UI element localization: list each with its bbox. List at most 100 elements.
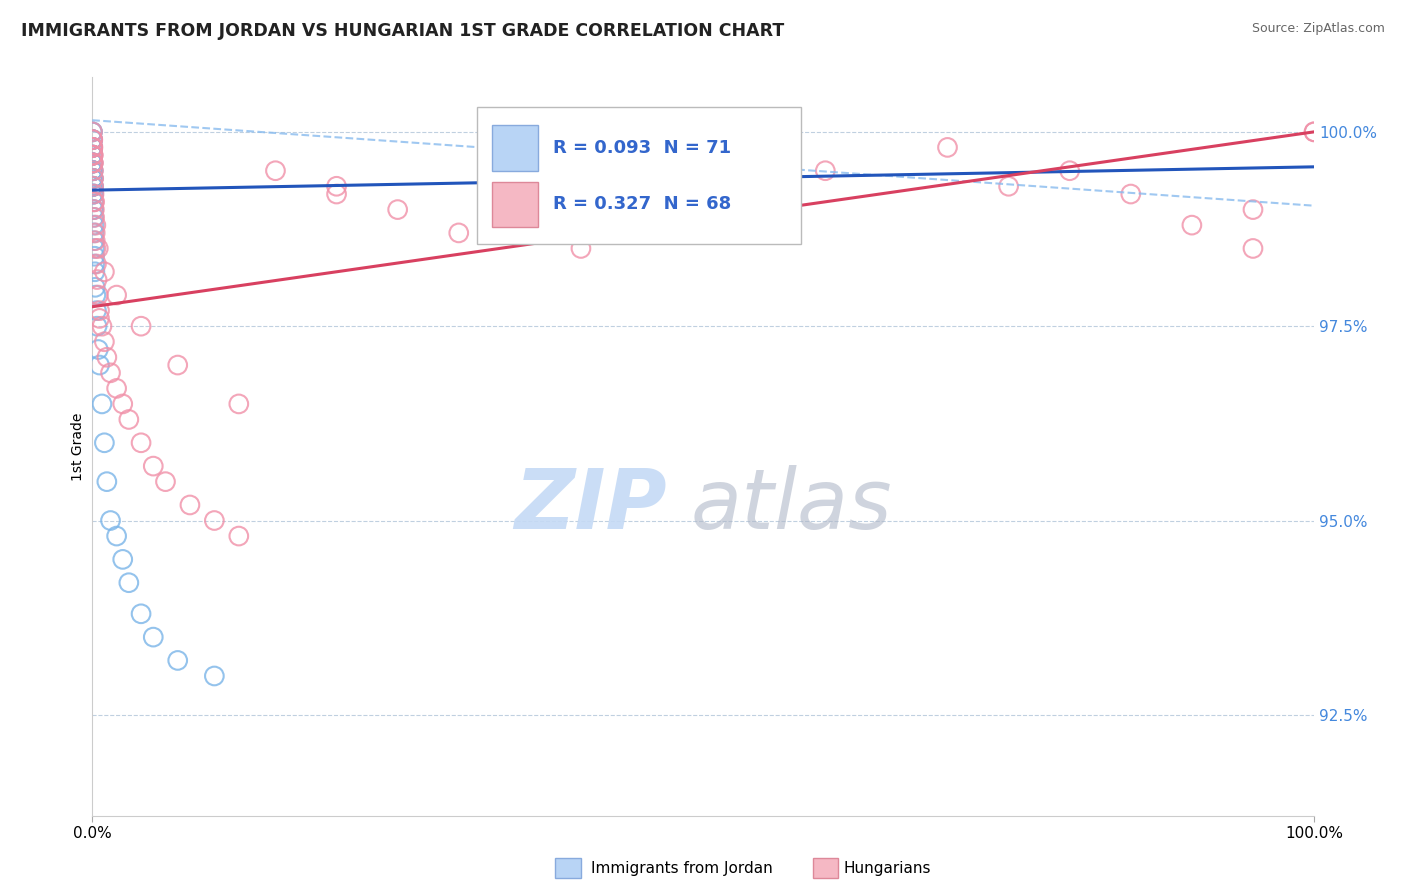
Point [1303, 125, 1326, 139]
Text: R = 0.093  N = 71: R = 0.093 N = 71 [553, 138, 731, 157]
Point [202, 669, 225, 683]
Point [228, 397, 250, 411]
Point [82, 187, 104, 202]
Text: IMMIGRANTS FROM JORDAN VS HUNGARIAN 1ST GRADE CORRELATION CHART: IMMIGRANTS FROM JORDAN VS HUNGARIAN 1ST … [21, 22, 785, 40]
Point [82, 133, 104, 147]
Point [82, 148, 104, 162]
Point [82, 163, 104, 178]
Point [129, 607, 152, 621]
Point [82, 140, 104, 154]
Point [83, 202, 105, 217]
Point [142, 630, 165, 644]
Text: Source: ZipAtlas.com: Source: ZipAtlas.com [1251, 22, 1385, 36]
Point [89, 358, 111, 372]
Point [83, 187, 105, 202]
FancyBboxPatch shape [492, 126, 538, 171]
Point [82, 171, 104, 186]
Point [142, 459, 165, 474]
Point [83, 194, 105, 209]
Point [1241, 242, 1264, 256]
Point [82, 187, 104, 202]
Point [82, 125, 104, 139]
Point [82, 179, 104, 194]
Point [936, 140, 959, 154]
Point [84, 218, 107, 232]
Text: ZIP: ZIP [513, 466, 666, 546]
Point [118, 575, 141, 590]
Point [83, 171, 105, 186]
Point [100, 514, 122, 528]
Point [82, 156, 104, 170]
Point [82, 179, 104, 194]
Point [264, 163, 287, 178]
Point [84, 234, 107, 248]
Point [87, 288, 110, 302]
Point [82, 179, 104, 194]
Text: atlas: atlas [690, 466, 893, 546]
Point [82, 179, 104, 194]
Point [83, 194, 105, 209]
Point [82, 163, 104, 178]
Point [82, 148, 104, 162]
Point [83, 202, 105, 217]
Point [86, 272, 108, 286]
Point [202, 514, 225, 528]
Point [87, 343, 110, 357]
Point [83, 211, 105, 225]
Point [569, 242, 592, 256]
Point [82, 133, 104, 147]
Point [82, 171, 104, 186]
Point [100, 366, 122, 380]
Point [1303, 125, 1326, 139]
Point [91, 397, 114, 411]
Point [82, 156, 104, 170]
Point [84, 288, 107, 302]
Point [692, 202, 714, 217]
Point [82, 140, 104, 154]
Point [82, 163, 104, 178]
Point [82, 140, 104, 154]
Point [82, 156, 104, 170]
Point [84, 242, 107, 256]
Point [82, 140, 104, 154]
Text: R = 0.327  N = 68: R = 0.327 N = 68 [553, 194, 731, 212]
Point [129, 435, 152, 450]
Point [82, 202, 104, 217]
Point [83, 226, 105, 240]
Point [89, 303, 111, 318]
Point [91, 319, 114, 334]
Point [82, 163, 104, 178]
Point [82, 125, 104, 139]
Point [82, 163, 104, 178]
Point [82, 179, 104, 194]
Point [105, 288, 128, 302]
Point [82, 140, 104, 154]
Point [82, 163, 104, 178]
Point [82, 140, 104, 154]
Point [82, 171, 104, 186]
Point [82, 156, 104, 170]
Point [89, 311, 111, 326]
Point [93, 265, 115, 279]
Point [86, 319, 108, 334]
Point [754, 148, 776, 162]
Point [82, 163, 104, 178]
Text: Hungarians: Hungarians [844, 861, 931, 876]
Point [179, 498, 201, 512]
Point [166, 358, 188, 372]
Point [82, 148, 104, 162]
Point [83, 249, 105, 263]
Point [105, 529, 128, 543]
Point [228, 529, 250, 543]
Y-axis label: 1st Grade: 1st Grade [72, 412, 86, 481]
Point [82, 140, 104, 154]
Point [82, 148, 104, 162]
Point [82, 140, 104, 154]
Point [111, 397, 134, 411]
Point [82, 148, 104, 162]
Point [82, 163, 104, 178]
Point [83, 257, 105, 271]
Point [166, 653, 188, 667]
Point [82, 133, 104, 147]
Point [82, 156, 104, 170]
